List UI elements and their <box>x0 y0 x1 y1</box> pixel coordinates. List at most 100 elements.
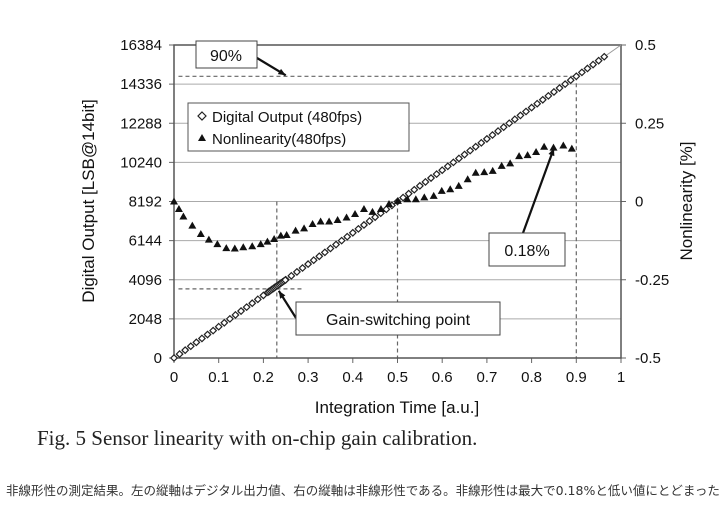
nonlinearity-point <box>351 210 360 218</box>
nonlinearity-point <box>316 217 325 225</box>
annotation-gain-switching: Gain-switching point <box>295 301 501 336</box>
y-tick-label: 0 <box>154 350 162 367</box>
nonlinearity-point <box>248 242 257 250</box>
nonlinearity-point <box>179 212 188 220</box>
digital-output-point <box>203 330 212 339</box>
digital-output-point <box>359 220 369 230</box>
digital-output-point <box>432 170 441 179</box>
digital-output-point <box>460 150 469 159</box>
nonlinearity-point <box>559 141 568 149</box>
nonlinearity-point <box>368 207 377 215</box>
y2-tick-label: 0.25 <box>635 115 664 132</box>
digital-output-point <box>365 217 374 226</box>
y2-tick-label: 0.5 <box>635 37 656 54</box>
x-tick-label: 0 <box>170 369 178 386</box>
nonlinearity-point <box>376 205 385 213</box>
digital-output-point <box>449 158 458 167</box>
nonlinearity-point <box>446 185 455 193</box>
y-tick-label: 12288 <box>120 115 162 132</box>
digital-output-point <box>438 166 447 175</box>
digital-output-point <box>287 271 296 280</box>
nonlinearity-point <box>411 195 420 203</box>
digital-output-point <box>214 322 223 331</box>
svg-text:90%: 90% <box>210 48 242 65</box>
y-tick-label: 6144 <box>129 233 162 250</box>
svg-text:Gain-switching point: Gain-switching point <box>326 312 471 329</box>
digital-output-point <box>454 154 464 163</box>
arrow-gain-switching-head <box>278 290 286 299</box>
digital-output-point <box>209 326 218 335</box>
nonlinearity-point <box>342 213 351 221</box>
nonlinearity-point <box>403 195 412 203</box>
digital-output-point <box>471 142 480 151</box>
nonlinearity-point <box>463 175 472 183</box>
legend-label-digital-output: Digital Output (480fps) <box>212 109 362 126</box>
x-tick-label: 0.8 <box>521 369 542 386</box>
digital-output-point <box>248 299 257 308</box>
digital-output-point <box>259 291 268 300</box>
nonlinearity-point <box>174 205 183 213</box>
nonlinearity-point <box>270 235 279 243</box>
digital-output-point <box>477 138 486 147</box>
x-tick-label: 0.2 <box>253 369 274 386</box>
digital-output-point <box>231 310 240 320</box>
nonlinearity-point <box>263 237 272 245</box>
nonlinearity-point <box>471 168 480 176</box>
nonlinearity-point <box>480 168 489 176</box>
nonlinearity-point <box>204 235 213 243</box>
digital-output-point <box>589 60 598 69</box>
digital-output-point <box>320 248 329 257</box>
digital-output-point <box>326 244 335 253</box>
y-tick-label: 14336 <box>120 76 162 93</box>
x-tick-label: 0.7 <box>476 369 497 386</box>
nonlinearity-point <box>325 217 334 225</box>
digital-output-point <box>192 338 201 347</box>
digital-output-point <box>237 307 246 316</box>
digital-output-point <box>181 346 190 355</box>
nonlinearity-point <box>213 240 222 248</box>
figure-title: Fig. 5 Sensor linearity with on-chip gai… <box>37 426 478 450</box>
y2-tick-label: -0.5 <box>635 350 661 367</box>
nonlinearity-point <box>170 197 178 205</box>
digital-output-point <box>510 115 519 124</box>
nonlinearity-point <box>196 230 205 238</box>
x-tick-label: 0.4 <box>342 369 363 386</box>
nonlinearity-point <box>230 244 239 252</box>
digital-output-point <box>538 95 547 104</box>
nonlinearity-point <box>393 196 402 204</box>
y2-tick-label: 0 <box>635 194 643 211</box>
nonlinearity-point <box>308 220 317 228</box>
digital-output-point <box>555 83 564 93</box>
digital-output-point <box>197 334 206 343</box>
annotation-90: 90% <box>195 40 258 69</box>
y-axis-label: Digital Output [LSB@14bit] <box>79 99 98 302</box>
digital-output-point <box>315 252 324 261</box>
arrow-018-head <box>548 148 555 157</box>
digital-output-point <box>421 177 430 186</box>
nonlinearity-point <box>523 151 532 159</box>
nonlinearity-point <box>256 240 265 248</box>
caption: 非線形性の測定結果。左の縦軸はデジタル出力値、右の縦軸は非線形性である。非線形性… <box>6 483 720 498</box>
digital-output-point <box>521 107 531 116</box>
digital-output-point <box>410 185 419 194</box>
digital-output-point <box>253 295 262 304</box>
digital-output-point <box>527 103 536 112</box>
x-tick-label: 0.5 <box>387 369 408 386</box>
arrow-018 <box>521 147 555 234</box>
digital-output-point <box>415 181 424 190</box>
digital-output-point <box>566 76 575 85</box>
digital-output-point <box>488 130 497 140</box>
nonlinearity-point <box>222 244 231 252</box>
nonlinearity-point <box>506 159 515 167</box>
nonlinearity-point <box>300 224 309 232</box>
digital-output-point <box>399 193 408 202</box>
nonlinearity-point <box>291 226 300 234</box>
digital-output-point <box>561 80 570 89</box>
digital-output-point <box>404 189 413 198</box>
x-tick-label: 0.9 <box>566 369 587 386</box>
x-tick-label: 0.3 <box>298 369 319 386</box>
linearity-chart: 0 2048 4096 6144 8192 10240 12288 14336 16384 -0.… <box>79 37 696 417</box>
y2-axis-label: Nonlinearity [%] <box>677 141 696 260</box>
digital-output-point <box>594 56 603 65</box>
y-tick-label: 10240 <box>120 154 162 171</box>
